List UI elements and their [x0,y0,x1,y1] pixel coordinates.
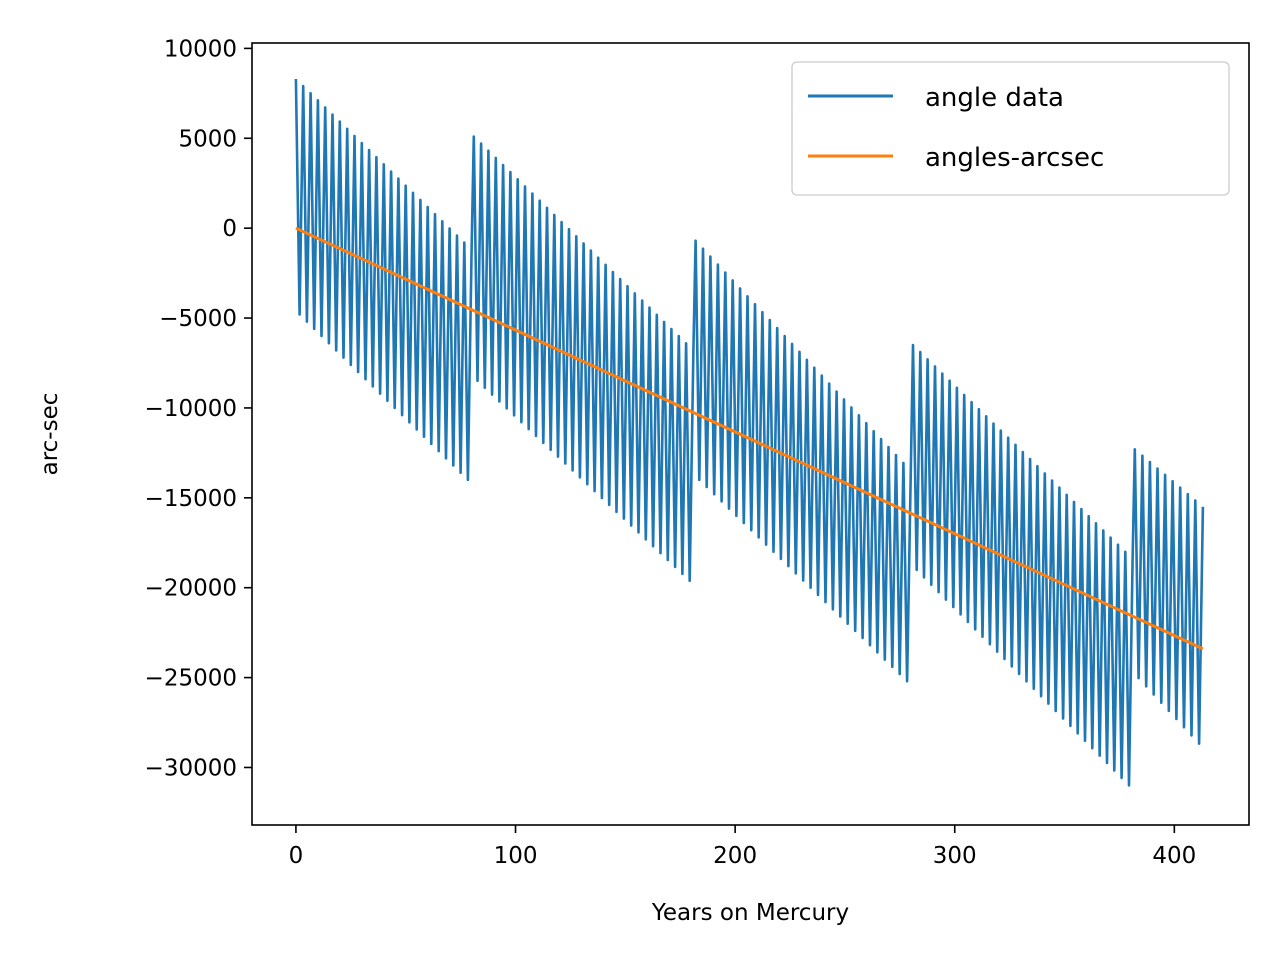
legend-label-angles-arcsec: angles-arcsec [925,143,1104,173]
y-tick-label: −25000 [145,666,237,692]
y-axis-label: arc-sec [37,393,63,476]
y-tick-label: −20000 [145,576,237,602]
legend: angle data angles-arcsec [791,61,1230,196]
x-tick-label: 200 [713,843,757,869]
y-tick-label: −15000 [145,486,237,512]
legend-box [791,61,1230,196]
y-tick-label: −30000 [145,755,237,781]
y-tick-label: 5000 [178,126,237,152]
x-tick-label: 300 [933,843,977,869]
y-tick-label: −5000 [159,306,237,332]
x-axis-ticks: 0 100 200 300 400 [289,825,1196,869]
y-tick-label: 10000 [164,36,237,62]
axes-frame [251,42,1250,826]
data-layer [294,78,1205,787]
y-tick-label: −10000 [145,396,237,422]
y-tick-label: 0 [222,216,237,242]
x-axis-label: Years on Mercury [651,900,849,926]
x-tick-label: 400 [1152,843,1196,869]
y-axis-ticks: 10000 5000 0 −5000 −10000 −15000 −20000 −25000 −… [145,36,252,781]
x-tick-label: 0 [289,843,304,869]
series-angles-arcsec-line [295,226,1204,651]
x-tick-label: 100 [494,843,538,869]
legend-label-angle-data: angle data [925,83,1064,113]
series-angle-data-line [294,78,1205,787]
